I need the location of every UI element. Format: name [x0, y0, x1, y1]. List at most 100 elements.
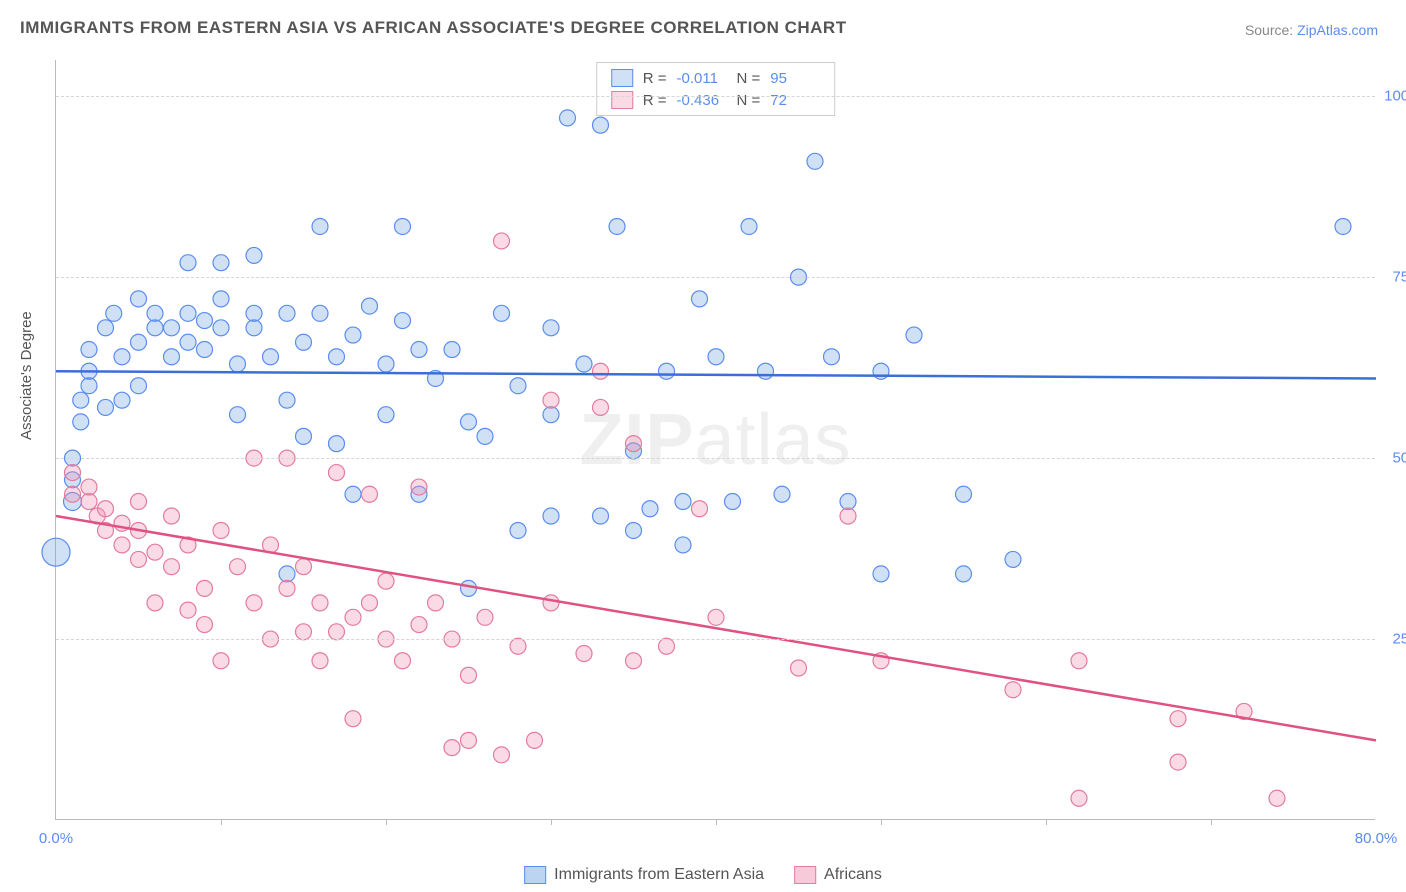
data-point [956, 486, 972, 502]
data-point [279, 392, 295, 408]
data-point [73, 414, 89, 430]
data-point [461, 414, 477, 430]
data-point [1005, 551, 1021, 567]
data-point [576, 646, 592, 662]
data-point [296, 334, 312, 350]
data-point [807, 153, 823, 169]
data-point [362, 298, 378, 314]
data-point [147, 305, 163, 321]
data-point [494, 747, 510, 763]
data-point [576, 356, 592, 372]
data-point [114, 537, 130, 553]
data-point [329, 624, 345, 640]
data-point [345, 711, 361, 727]
data-point [659, 363, 675, 379]
n-value: 72 [770, 92, 820, 109]
data-point [1071, 653, 1087, 669]
data-point [345, 609, 361, 625]
data-point [906, 327, 922, 343]
data-point [725, 494, 741, 510]
data-point [345, 486, 361, 502]
data-point [329, 465, 345, 481]
data-point [213, 320, 229, 336]
data-point [395, 218, 411, 234]
data-point [692, 291, 708, 307]
x-tick-minor [221, 819, 222, 825]
data-point [65, 486, 81, 502]
data-point [510, 378, 526, 394]
source-label: Source: [1245, 22, 1297, 38]
data-point [1005, 682, 1021, 698]
data-point [164, 508, 180, 524]
r-label: R = [643, 92, 667, 109]
data-point [444, 342, 460, 358]
data-point [131, 291, 147, 307]
gridline [56, 639, 1375, 640]
series-swatch [611, 69, 633, 87]
legend-label: Africans [824, 866, 882, 884]
page-title: IMMIGRANTS FROM EASTERN ASIA VS AFRICAN … [20, 18, 847, 38]
data-point [543, 595, 559, 611]
data-point [312, 595, 328, 611]
data-point [741, 218, 757, 234]
data-point [774, 486, 790, 502]
series-swatch [611, 91, 633, 109]
data-point [246, 595, 262, 611]
y-tick-label: 75.0% [1380, 269, 1406, 286]
data-point [494, 233, 510, 249]
data-point [708, 349, 724, 365]
chart-svg [56, 60, 1375, 819]
data-point [246, 320, 262, 336]
data-point [180, 334, 196, 350]
data-point [378, 407, 394, 423]
n-value: 95 [770, 70, 820, 87]
source-link[interactable]: ZipAtlas.com [1297, 22, 1378, 38]
trend-line [56, 516, 1376, 740]
data-point [1071, 790, 1087, 806]
data-point [312, 653, 328, 669]
data-point [81, 378, 97, 394]
data-point [873, 566, 889, 582]
data-point [758, 363, 774, 379]
data-point [378, 356, 394, 372]
legend-item: Immigrants from Eastern Asia [524, 866, 764, 884]
data-point [230, 559, 246, 575]
data-point [626, 522, 642, 538]
stats-row: R =-0.436N =72 [611, 89, 821, 111]
data-point [362, 595, 378, 611]
data-point [131, 378, 147, 394]
data-point [659, 638, 675, 654]
data-point [98, 399, 114, 415]
data-point [840, 508, 856, 524]
data-point [213, 291, 229, 307]
data-point [279, 580, 295, 596]
x-tick-minor [881, 819, 882, 825]
data-point [411, 479, 427, 495]
data-point [543, 320, 559, 336]
data-point [279, 566, 295, 582]
data-point [593, 399, 609, 415]
data-point [510, 638, 526, 654]
gridline [56, 96, 1375, 97]
data-point [147, 320, 163, 336]
y-tick-label: 25.0% [1380, 631, 1406, 648]
data-point [593, 117, 609, 133]
data-point [362, 486, 378, 502]
data-point [197, 617, 213, 633]
gridline [56, 277, 1375, 278]
data-point [824, 349, 840, 365]
data-point [543, 392, 559, 408]
data-point [956, 566, 972, 582]
data-point [428, 595, 444, 611]
data-point [180, 305, 196, 321]
data-point [65, 465, 81, 481]
data-point [543, 508, 559, 524]
data-point [626, 436, 642, 452]
legend-swatch [524, 866, 546, 884]
data-point [593, 363, 609, 379]
data-point [230, 407, 246, 423]
y-tick-label: 50.0% [1380, 450, 1406, 467]
gridline [56, 458, 1375, 459]
data-point [329, 349, 345, 365]
data-point [692, 501, 708, 517]
